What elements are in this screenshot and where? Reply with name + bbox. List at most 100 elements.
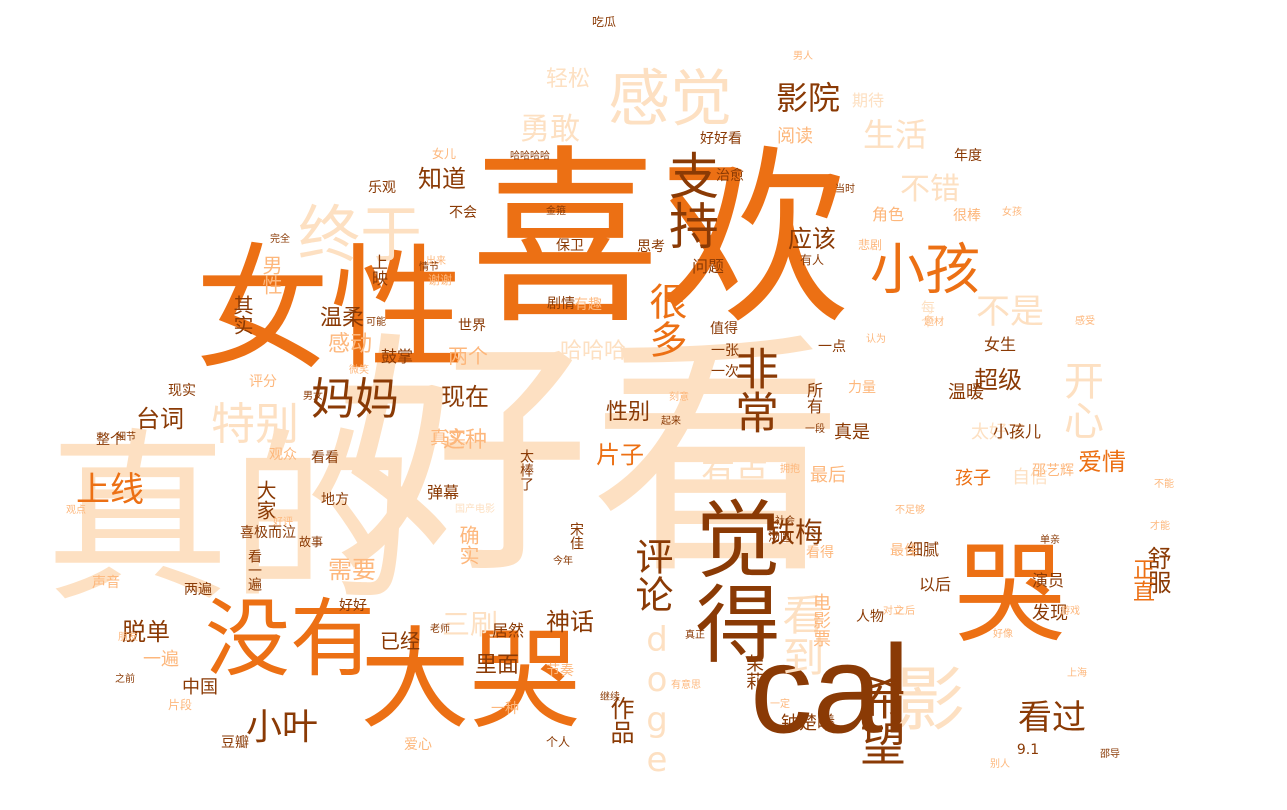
word-27: 不是 (976, 293, 1044, 331)
word-136: 金箍 (546, 206, 566, 217)
word-24: 生活 (862, 116, 928, 154)
word-55: 真实 (430, 428, 466, 448)
word-159: 国产电影 (455, 504, 495, 515)
word-173: 好像 (993, 629, 1013, 640)
word-131: 吃瓜 (591, 15, 617, 29)
word-114: 地方 (321, 492, 349, 508)
word-42: 感动 (327, 332, 373, 357)
word-167: 之前 (115, 674, 135, 685)
word-39: 神话 (546, 609, 594, 636)
word-134: 女儿 (431, 147, 457, 161)
word-3: 女性 (195, 234, 465, 386)
word-109: 两遍 (184, 581, 212, 597)
word-175: 起来 (661, 416, 681, 427)
word-48: 脱单 (122, 618, 170, 646)
word-90: 力量 (848, 380, 876, 396)
word-20: 很多 (643, 282, 687, 358)
word-81: 好好看 (700, 130, 742, 146)
word-23: 看过 (1018, 699, 1086, 737)
word-149: 对立 (883, 606, 903, 617)
word-28: 勇敢 (520, 112, 580, 147)
word-19: 看到 (777, 593, 824, 677)
word-166: 之后 (895, 606, 915, 617)
word-83: 期待 (851, 93, 885, 110)
word-36: 现在 (441, 383, 489, 411)
word-133: 哈哈哈哈 (510, 151, 550, 162)
word-72: 弹幕 (426, 483, 460, 502)
word-176: 当时 (835, 184, 855, 195)
word-99: 汤圆 (767, 530, 793, 544)
word-98: 看得 (806, 545, 834, 561)
word-38: 需要 (328, 556, 376, 584)
word-58: 其实 (230, 295, 254, 335)
word-9: 感觉 (607, 65, 733, 134)
word-88: 一点 (818, 339, 846, 355)
word-69: 茉莉 (744, 654, 764, 690)
word-102: 节奏 (546, 663, 574, 679)
word-53: 三刷 (441, 609, 499, 640)
word-6: 哭 (936, 535, 1064, 645)
word-93: 最佳 (890, 542, 918, 558)
word-61: 确实 (456, 525, 478, 565)
word-155: 不能 (1154, 479, 1174, 490)
word-148: 细节 (116, 432, 136, 443)
word-35: 应该 (788, 226, 836, 253)
word-141: 感受 (1075, 316, 1095, 327)
word-140: 别人 (990, 759, 1010, 770)
word-41: 温柔 (319, 305, 365, 330)
word-14: 妈妈 (311, 374, 399, 425)
word-122: 不会 (449, 205, 477, 221)
word-92: 细腻 (906, 540, 940, 559)
word-63: 孩子 (955, 468, 991, 488)
word-74: 鼓掌 (380, 347, 414, 366)
word-17: 非常 (728, 346, 777, 434)
word-11: 影 (895, 661, 965, 739)
word-170: 继续 (600, 692, 620, 703)
word-118: 现实 (168, 383, 196, 399)
word-161: 出来 (426, 256, 446, 267)
word-124: 世界 (458, 318, 486, 334)
word-105: 爱心 (404, 736, 432, 752)
word-108: 一遍 (143, 649, 179, 670)
word-68: 中国 (182, 677, 218, 698)
word-37: 台词 (136, 406, 184, 433)
word-18: 希望 (853, 674, 907, 766)
word-50: 舒服 (1143, 546, 1171, 594)
word-164: 微笑 (349, 365, 369, 376)
word-156: 单亲 (1040, 535, 1060, 546)
word-79: 思考 (637, 238, 665, 254)
word-132: 男人 (793, 51, 813, 62)
word-106: 个人 (545, 735, 571, 749)
word-104: 片段 (167, 698, 193, 712)
word-40: 哈哈哈 (559, 339, 627, 364)
word-96: 发现 (1032, 603, 1068, 624)
word-97: 人物 (856, 608, 884, 624)
word-154: 才能 (1150, 521, 1170, 532)
word-116: 观众 (269, 447, 297, 463)
word-127: 值得 (710, 320, 738, 336)
word-71: 居然 (491, 623, 525, 640)
word-160: 情节 (419, 262, 439, 273)
word-29: 有点 (701, 456, 769, 494)
word-121: 乐观 (368, 179, 396, 195)
word-91: 小孩儿 (992, 424, 1042, 441)
word-59: 男性 (259, 255, 281, 295)
word-147: 男女 (303, 391, 323, 402)
word-112: 看一遍 (246, 549, 262, 591)
word-64: 自信 (1012, 467, 1048, 488)
word-143: 刻意 (669, 392, 689, 403)
word-5: cal (750, 620, 910, 760)
word-70: 钟楚曦 (781, 713, 835, 734)
word-128: 每个 (919, 300, 935, 328)
word-117: 喜极而泣 (240, 524, 296, 540)
word-142: 一段 (805, 424, 825, 435)
word-7: 没有 (204, 592, 376, 688)
word-144: 认为 (866, 334, 886, 345)
word-30: 上线 (76, 470, 144, 510)
word-21: 评论 (629, 537, 671, 613)
word-163: 可能 (366, 317, 386, 328)
word-57: 阅读 (777, 126, 813, 146)
word-165: 题材 (924, 317, 944, 328)
word-120: 评分 (249, 374, 277, 390)
